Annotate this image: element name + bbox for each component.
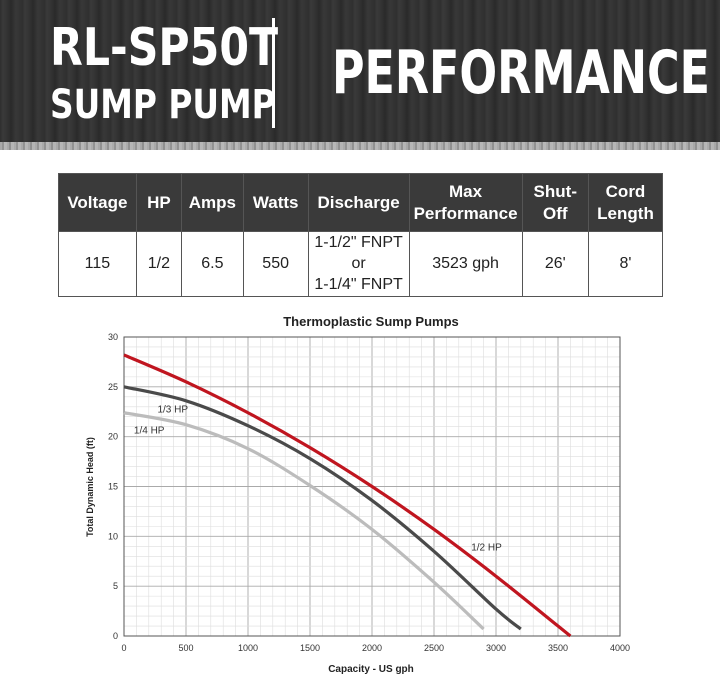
- cell-shut-off: 26': [521, 230, 590, 298]
- x-tick-label: 3000: [486, 643, 506, 653]
- section-title: PERFORMANCE: [332, 38, 710, 108]
- x-tick-label: 4000: [610, 643, 630, 653]
- col-discharge: Discharge: [307, 173, 410, 232]
- header-divider: [272, 18, 275, 128]
- cell-discharge: 1-1/2" FNPT or 1-1/4" FNPT: [307, 230, 410, 298]
- y-tick-label: 10: [108, 531, 118, 541]
- cell-cord-length: 8': [588, 230, 663, 298]
- x-tick-label: 1500: [300, 643, 320, 653]
- series-line-1-4-hp: [123, 411, 485, 631]
- x-tick-label: 3500: [548, 643, 568, 653]
- x-tick-label: 2500: [424, 643, 444, 653]
- col-cord-length: Cord Length: [588, 173, 663, 232]
- x-axis-label: Capacity - US gph: [328, 664, 414, 675]
- cell-amps: 6.5: [181, 230, 244, 298]
- y-tick-label: 0: [113, 631, 118, 641]
- col-max-performance: Max Performance: [408, 173, 523, 232]
- chart-title: Thermoplastic Sump Pumps: [283, 314, 459, 329]
- chart-grid: [123, 336, 621, 637]
- chart-svg: Thermoplastic Sump Pumps 0 500 1000 1500 200…: [85, 314, 630, 675]
- col-watts: Watts: [242, 173, 309, 232]
- series-label-1-4-hp: 1/4 HP: [134, 426, 165, 437]
- series-line-1-3-hp: [123, 385, 522, 631]
- cell-watts: 550: [242, 230, 309, 298]
- product-subtitle: SUMP PUMP: [50, 82, 276, 128]
- x-tick-label: 0: [121, 643, 126, 653]
- col-voltage: Voltage: [58, 173, 137, 232]
- y-tick-label: 5: [113, 581, 118, 591]
- model-title: RL-SP50T: [50, 18, 279, 78]
- spec-table: Voltage HP Amps Watts Discharge Max Perf…: [58, 173, 663, 298]
- y-axis-label: Total Dynamic Head (ft): [85, 437, 95, 537]
- col-amps: Amps: [181, 173, 244, 232]
- y-tick-label: 25: [108, 382, 118, 392]
- cell-voltage: 115: [58, 230, 137, 298]
- col-hp: HP: [135, 173, 183, 232]
- y-tick-label: 20: [108, 432, 118, 442]
- y-tick-label: 30: [108, 332, 118, 342]
- spec-header-row: Voltage HP Amps Watts Discharge Max Perf…: [58, 173, 663, 232]
- x-tick-label: 1000: [238, 643, 258, 653]
- chart-series: 1/2 HP 1/3 HP 1/4 HP: [123, 353, 572, 638]
- col-shut-off: Shut-Off: [521, 173, 590, 232]
- header-banner: RL-SP50T SUMP PUMP PERFORMANCE: [0, 0, 720, 150]
- performance-chart: Thermoplastic Sump Pumps 0 500 1000 1500 200…: [0, 305, 720, 680]
- y-tick-label: 15: [108, 482, 118, 492]
- chart-axes: 0 500 1000 1500 2000 2500 3000 3500 4000 0 5 10 15 20…: [108, 332, 630, 653]
- series-label-1-2-hp: 1/2 HP: [471, 542, 502, 553]
- cell-max-performance: 3523 gph: [408, 230, 523, 298]
- x-tick-label: 500: [178, 643, 193, 653]
- series-label-1-3-hp: 1/3 HP: [157, 405, 188, 416]
- series-line-1-2-hp: [123, 353, 572, 638]
- spec-data-row: 115 1/2 6.5 550 1-1/2" FNPT or 1-1/4" FN…: [58, 230, 663, 298]
- x-tick-label: 2000: [362, 643, 382, 653]
- plot-frame: [123, 336, 621, 637]
- cell-hp: 1/2: [135, 230, 183, 298]
